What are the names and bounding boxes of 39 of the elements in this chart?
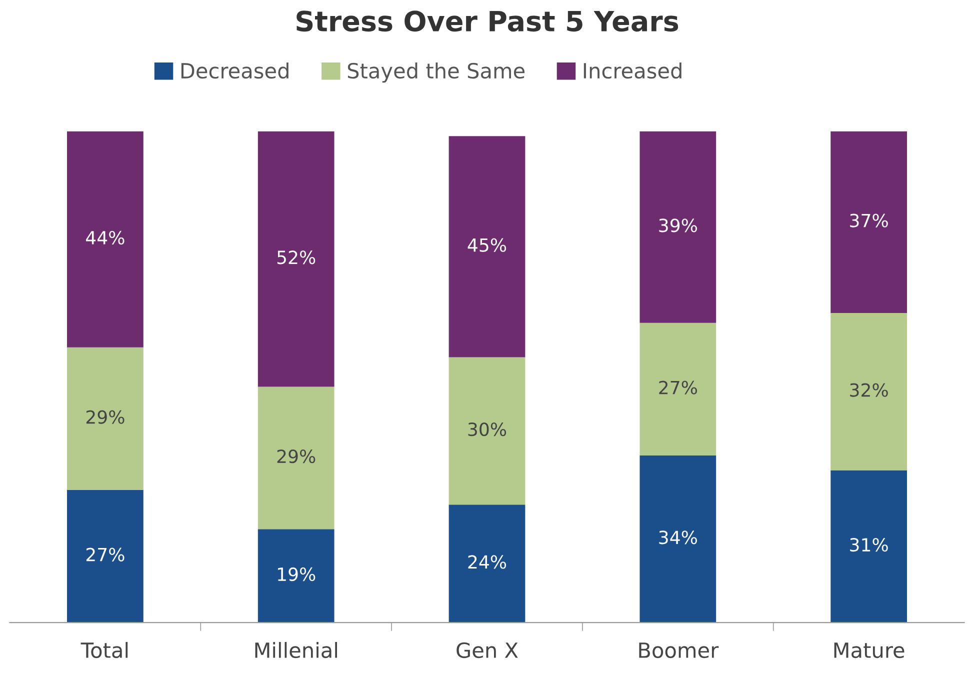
x-tick-label: Total: [80, 642, 128, 658]
legend-label: Decreased: [181, 62, 288, 79]
bar: [448, 357, 526, 505]
data-label: 27%: [659, 380, 697, 394]
bar: [258, 386, 334, 530]
data-label: 52%: [277, 250, 316, 264]
bar: [830, 131, 907, 314]
data-label: 34%: [659, 530, 697, 544]
x-tick-label: Gen X: [456, 642, 518, 658]
data-label: 29%: [86, 410, 124, 424]
x-tick-label: Mature: [834, 642, 904, 658]
data-label: 37%: [850, 214, 888, 228]
x-tick-label: Millenial: [255, 642, 337, 658]
bar: [640, 131, 716, 323]
bar: [67, 490, 144, 623]
bar: [258, 529, 334, 623]
data-label: 32%: [850, 383, 888, 397]
bar: [448, 504, 526, 623]
chart-title: Stress Over Past 5 Years: [296, 10, 678, 32]
bar: [448, 136, 526, 358]
legend-label: Stayed the Same: [348, 62, 524, 83]
data-label: 29%: [277, 450, 316, 464]
bar: [67, 131, 144, 348]
bar: [258, 131, 334, 387]
data-label: 19%: [278, 567, 316, 582]
bar: [830, 313, 907, 470]
data-label: 45%: [468, 238, 506, 252]
bar: [830, 470, 907, 623]
bar: [67, 347, 144, 490]
bar: [640, 455, 716, 623]
data-label: 44%: [86, 230, 124, 245]
data-label: 31%: [850, 538, 888, 552]
data-label: 27%: [86, 548, 124, 562]
data-label: 30%: [468, 422, 506, 436]
legend-label: Increased: [584, 62, 682, 79]
bar: [640, 322, 716, 456]
data-label: 24%: [468, 555, 506, 569]
data-label: 39%: [659, 218, 697, 232]
x-tick-label: Boomer: [639, 642, 719, 658]
